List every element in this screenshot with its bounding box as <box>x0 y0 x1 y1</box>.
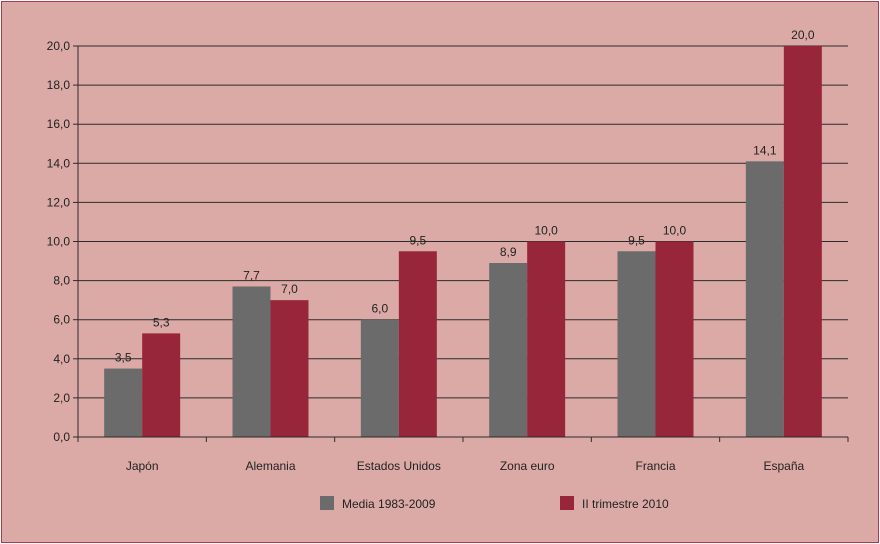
bar-value-label: 7,7 <box>243 268 260 282</box>
x-category-label: España <box>763 459 804 473</box>
y-tick-label: 14,0 <box>47 156 71 170</box>
bar <box>398 251 437 437</box>
y-tick-label: 8,0 <box>53 274 70 288</box>
y-tick-label: 0,0 <box>53 430 70 444</box>
bar <box>527 241 566 437</box>
bar-value-label: 8,9 <box>500 245 517 259</box>
y-tick-label: 12,0 <box>47 195 71 209</box>
bar-value-label: 9,5 <box>628 233 645 247</box>
y-tick-label: 16,0 <box>47 117 71 131</box>
y-tick-label: 10,0 <box>47 235 71 249</box>
bar <box>783 46 822 437</box>
y-tick-label: 2,0 <box>53 391 70 405</box>
x-category-label: Estados Unidos <box>357 459 441 473</box>
legend-label: II trimestre 2010 <box>582 497 669 511</box>
bar-value-label: 3,5 <box>115 351 132 365</box>
bar-value-label: 7,0 <box>281 282 298 296</box>
bar <box>142 333 181 437</box>
bar-value-label: 6,0 <box>371 302 388 316</box>
bar-value-label: 9,5 <box>409 233 426 247</box>
bar <box>489 263 528 437</box>
bar <box>270 300 309 437</box>
x-category-label: Francia <box>635 459 675 473</box>
legend-label: Media 1983-2009 <box>342 497 436 511</box>
bar <box>232 286 271 437</box>
x-category-label: Alemania <box>245 459 295 473</box>
x-category-label: Zona euro <box>500 459 555 473</box>
bar-value-label: 20,0 <box>791 28 815 42</box>
bar <box>655 241 694 437</box>
y-tick-label: 4,0 <box>53 352 70 366</box>
bar-value-label: 5,3 <box>153 315 170 329</box>
legend-swatch <box>320 496 334 510</box>
y-tick-label: 20,0 <box>47 39 71 53</box>
bar <box>617 251 656 437</box>
bar-value-label: 10,0 <box>663 224 687 238</box>
y-tick-label: 18,0 <box>47 78 71 92</box>
bar <box>360 319 399 437</box>
bar <box>745 161 784 437</box>
bar <box>104 368 143 437</box>
bar-value-label: 10,0 <box>534 224 558 238</box>
bar-value-label: 14,1 <box>753 143 777 157</box>
x-category-label: Japón <box>126 459 159 473</box>
legend-swatch <box>560 496 574 510</box>
y-tick-label: 6,0 <box>53 313 70 327</box>
